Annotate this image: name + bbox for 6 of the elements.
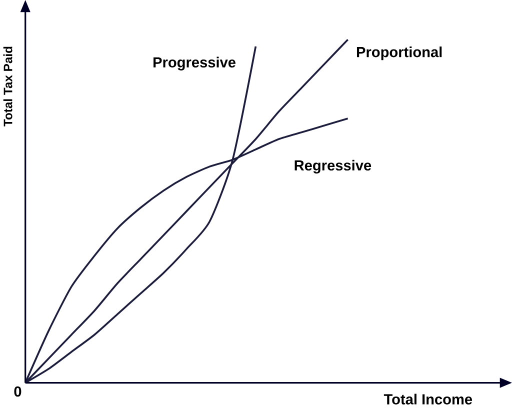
series-label: Proportional bbox=[356, 46, 442, 60]
y-axis-title: Total Tax Paid bbox=[3, 46, 12, 126]
series-label: Regressive bbox=[294, 160, 372, 174]
series-label: Progressive bbox=[154, 56, 236, 71]
text: 0 bbox=[14, 386, 22, 397]
x-axis-title: Total Income bbox=[384, 394, 472, 405]
